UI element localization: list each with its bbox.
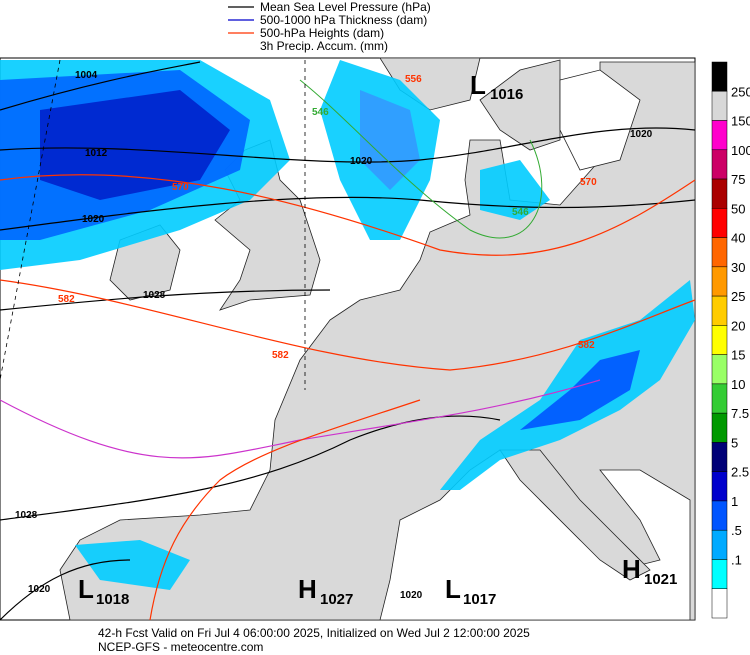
- colorbar-label: .5: [731, 523, 742, 538]
- contour-label: 1020: [350, 156, 373, 167]
- legend-label: 500-hPa Heights (dam): [260, 26, 384, 40]
- footer-line: 42-h Fcst Valid on Fri Jul 4 06:00:00 20…: [98, 626, 530, 640]
- centre-value: 1027: [320, 591, 353, 608]
- colorbar-swatch: [711, 383, 728, 414]
- colorbar-label: 50: [731, 201, 745, 216]
- centre-symbol: H: [622, 554, 641, 584]
- contour-label: 582: [58, 294, 75, 305]
- colorbar-label: 20: [731, 318, 745, 333]
- contour-label: 1020: [28, 584, 51, 595]
- colorbar-label: 40: [731, 231, 745, 246]
- colorbar-swatch: [711, 149, 728, 180]
- contour-label: 582: [272, 350, 289, 361]
- centre-symbol: L: [470, 70, 486, 100]
- colorbar-label: 100: [731, 143, 750, 158]
- colorbar-label: 250: [731, 84, 750, 99]
- centre-symbol: L: [445, 574, 461, 604]
- contour-label: 570: [172, 182, 189, 193]
- contour-label: 546: [512, 207, 529, 218]
- colorbar-swatch: [711, 471, 728, 502]
- colorbar-swatch: [711, 91, 728, 121]
- centre-value: 1021: [644, 571, 677, 588]
- colorbar-swatch: [711, 442, 728, 472]
- colorbar-label: 5: [731, 435, 738, 450]
- legend: Mean Sea Level Pressure (hPa)500-1000 hP…: [228, 0, 431, 53]
- contour-label: 570: [580, 177, 597, 188]
- centre-symbol: L: [78, 574, 94, 604]
- colorbar-swatch: [711, 237, 728, 268]
- land: [59, 57, 696, 621]
- precip: [0, 60, 695, 590]
- contour-label: 1020: [82, 214, 105, 225]
- contour-labels: 1004 1012 1020 1028 1020 1028 1020 1020 …: [15, 70, 653, 601]
- pressure-centres: L 1016 L 1018 H 1027 L 1017 H 1021: [78, 70, 677, 608]
- colorbar-label: 25: [731, 289, 745, 304]
- colorbar-label: 30: [731, 260, 745, 275]
- colorbar-swatch: [711, 266, 728, 297]
- colorbar-label: 10: [731, 377, 745, 392]
- colorbar-label: 7.5: [731, 406, 749, 421]
- contour-label: 582: [578, 340, 595, 351]
- centre-value: 1017: [463, 591, 496, 608]
- legend-label: 3h Precip. Accum. (mm): [260, 39, 388, 53]
- colorbar-swatch: [711, 529, 728, 560]
- colorbar-swatch: [711, 325, 728, 355]
- colorbar-swatch: [711, 588, 728, 619]
- centre-value: 1018: [96, 591, 129, 608]
- colorbar-swatch: [711, 178, 728, 209]
- colorbar-label: 1: [731, 494, 738, 509]
- contour-label: 556: [405, 74, 422, 85]
- contour-label: 1020: [400, 590, 423, 601]
- colorbar-label: 15: [731, 348, 745, 363]
- contours: [0, 59, 696, 621]
- contour-label: 546: [312, 107, 329, 118]
- contour-label: 1012: [85, 148, 108, 159]
- colorbar-label: 150: [731, 114, 750, 129]
- colorbar-swatch: [711, 559, 728, 589]
- colorbar-swatch: [711, 61, 728, 92]
- colorbar-label: 75: [731, 172, 745, 187]
- colorbar-label: .1: [731, 552, 742, 567]
- legend-label: Mean Sea Level Pressure (hPa): [260, 0, 431, 14]
- legend-label: 500-1000 hPa Thickness (dam): [260, 13, 427, 27]
- contour-label: 1028: [15, 510, 38, 521]
- contour-label: 1004: [75, 70, 98, 81]
- colorbar-label: 2.5: [731, 465, 749, 480]
- colorbar-swatch: [711, 120, 728, 151]
- colorbar-swatch: [711, 354, 728, 385]
- colorbar-swatch: [711, 208, 728, 238]
- footer-line: NCEP-GFS - meteocentre.com: [98, 640, 263, 654]
- colorbar-swatch: [711, 295, 728, 326]
- contour-label: 1028: [143, 290, 166, 301]
- colorbar-swatch: [711, 412, 728, 443]
- colorbar-swatch: [711, 500, 728, 531]
- centre-value: 1016: [490, 86, 523, 103]
- centre-symbol: H: [298, 574, 317, 604]
- contour-label: 1020: [630, 129, 653, 140]
- colorbar: 250 150 100 75 50 40 30 25 20 15 10 7.5 5 2.5 1 .5 .1: [711, 61, 750, 619]
